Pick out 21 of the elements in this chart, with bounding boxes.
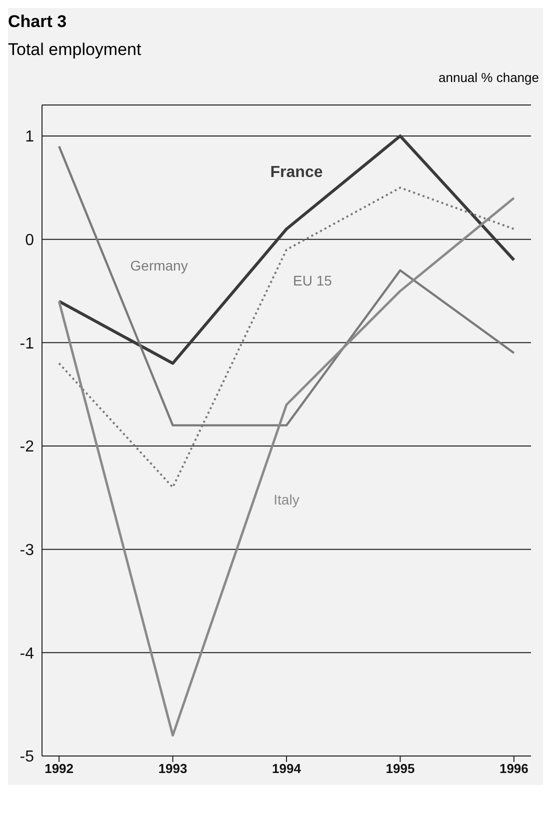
y-tick-label: -2 <box>20 438 34 456</box>
y-tick-label: -1 <box>20 335 34 352</box>
y-tick-label: 1 <box>25 128 34 146</box>
x-tick-label: 1993 <box>158 761 188 776</box>
x-tick-label: 1995 <box>386 761 415 776</box>
series-label: Italy <box>274 492 300 508</box>
x-tick-label: 1992 <box>44 761 74 776</box>
x-tick-label: 1994 <box>272 761 302 776</box>
y-tick-label: -5 <box>20 748 34 766</box>
y-tick-label: -4 <box>20 645 34 662</box>
series-label: EU 15 <box>293 272 332 289</box>
line-series <box>58 196 516 737</box>
x-tick-label: 1996 <box>499 761 528 776</box>
y-tick-label: 0 <box>25 232 34 250</box>
y-axis-title: annual % change <box>438 70 540 85</box>
y-tick-label: -3 <box>20 542 34 560</box>
line-series <box>58 134 516 365</box>
chart-subtitle: Total employment <box>8 40 142 60</box>
series-label: France <box>270 164 323 181</box>
chart-title: Chart 3 <box>8 11 68 32</box>
series-label: Germany <box>130 257 188 274</box>
